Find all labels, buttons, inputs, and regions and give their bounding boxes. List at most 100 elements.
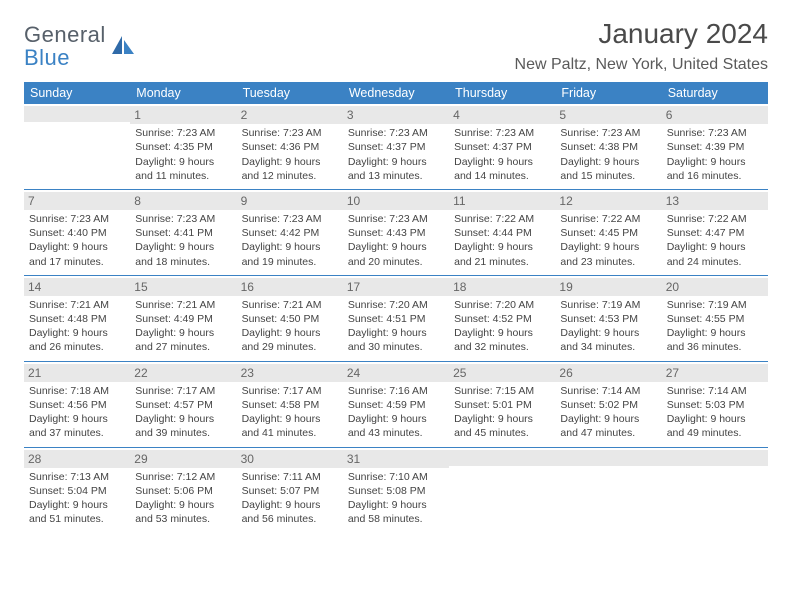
day-detail-line: Sunset: 4:43 PM	[348, 226, 444, 240]
day-detail-line: Sunrise: 7:23 AM	[560, 126, 656, 140]
calendar-day-cell: 3Sunrise: 7:23 AMSunset: 4:37 PMDaylight…	[343, 104, 449, 189]
day-detail-line: Sunset: 4:36 PM	[242, 140, 338, 154]
day-details: Sunrise: 7:13 AMSunset: 5:04 PMDaylight:…	[28, 470, 126, 527]
day-detail-line: Sunset: 4:51 PM	[348, 312, 444, 326]
day-detail-line: Daylight: 9 hours and 53 minutes.	[135, 498, 231, 526]
day-detail-line: Daylight: 9 hours and 16 minutes.	[667, 155, 763, 183]
day-detail-line: Daylight: 9 hours and 43 minutes.	[348, 412, 444, 440]
day-details: Sunrise: 7:17 AMSunset: 4:57 PMDaylight:…	[134, 384, 232, 441]
day-details: Sunrise: 7:23 AMSunset: 4:37 PMDaylight:…	[453, 126, 551, 183]
day-detail-line: Daylight: 9 hours and 37 minutes.	[29, 412, 125, 440]
day-number: 24	[343, 364, 449, 382]
day-details: Sunrise: 7:23 AMSunset: 4:41 PMDaylight:…	[134, 212, 232, 269]
day-detail-line: Sunrise: 7:10 AM	[348, 470, 444, 484]
weekday-header: Tuesday	[237, 82, 343, 104]
day-detail-line: Sunrise: 7:21 AM	[242, 298, 338, 312]
calendar-day-cell: 25Sunrise: 7:15 AMSunset: 5:01 PMDayligh…	[449, 361, 555, 447]
day-number: 15	[130, 278, 236, 296]
calendar-day-cell: 7Sunrise: 7:23 AMSunset: 4:40 PMDaylight…	[24, 189, 130, 275]
day-detail-line: Daylight: 9 hours and 26 minutes.	[29, 326, 125, 354]
day-detail-line: Sunset: 4:49 PM	[135, 312, 231, 326]
day-details: Sunrise: 7:20 AMSunset: 4:51 PMDaylight:…	[347, 298, 445, 355]
day-details: Sunrise: 7:15 AMSunset: 5:01 PMDaylight:…	[453, 384, 551, 441]
day-details: Sunrise: 7:21 AMSunset: 4:50 PMDaylight:…	[241, 298, 339, 355]
day-detail-line: Sunset: 4:41 PM	[135, 226, 231, 240]
day-number: 6	[662, 106, 768, 124]
weekday-header: Friday	[555, 82, 661, 104]
day-detail-line: Sunrise: 7:14 AM	[560, 384, 656, 398]
day-detail-line: Sunset: 4:38 PM	[560, 140, 656, 154]
day-number	[449, 450, 555, 466]
calendar-day-cell: 14Sunrise: 7:21 AMSunset: 4:48 PMDayligh…	[24, 275, 130, 361]
day-detail-line: Daylight: 9 hours and 30 minutes.	[348, 326, 444, 354]
calendar-day-cell: 2Sunrise: 7:23 AMSunset: 4:36 PMDaylight…	[237, 104, 343, 189]
calendar-header: SundayMondayTuesdayWednesdayThursdayFrid…	[24, 82, 768, 104]
day-detail-line: Daylight: 9 hours and 29 minutes.	[242, 326, 338, 354]
day-details: Sunrise: 7:14 AMSunset: 5:03 PMDaylight:…	[666, 384, 764, 441]
day-detail-line: Sunset: 5:01 PM	[454, 398, 550, 412]
day-detail-line: Sunset: 5:06 PM	[135, 484, 231, 498]
day-detail-line: Sunrise: 7:23 AM	[454, 126, 550, 140]
day-detail-line: Daylight: 9 hours and 23 minutes.	[560, 240, 656, 268]
day-number: 16	[237, 278, 343, 296]
calendar-day-cell: 24Sunrise: 7:16 AMSunset: 4:59 PMDayligh…	[343, 361, 449, 447]
day-detail-line: Sunrise: 7:23 AM	[135, 212, 231, 226]
calendar-day-cell: 16 Sunrise: 7:21 AMSunset: 4:50 PMDayligh…	[237, 275, 343, 361]
day-number: 2	[237, 106, 343, 124]
day-number: 7	[24, 192, 130, 210]
day-details: Sunrise: 7:19 AMSunset: 4:53 PMDaylight:…	[559, 298, 657, 355]
calendar-day-cell	[449, 447, 555, 532]
brand-text: General Blue	[24, 22, 106, 68]
title-block: January 2024 New Paltz, New York, United…	[515, 18, 768, 74]
day-number: 22	[130, 364, 236, 382]
day-detail-line: Sunrise: 7:20 AM	[348, 298, 444, 312]
day-detail-line: Sunrise: 7:17 AM	[242, 384, 338, 398]
day-details: Sunrise: 7:22 AMSunset: 4:44 PMDaylight:…	[453, 212, 551, 269]
day-detail-line: Daylight: 9 hours and 58 minutes.	[348, 498, 444, 526]
day-detail-line: Daylight: 9 hours and 41 minutes.	[242, 412, 338, 440]
day-number: 9	[237, 192, 343, 210]
day-detail-line: Sunrise: 7:16 AM	[348, 384, 444, 398]
day-detail-line: Sunrise: 7:23 AM	[667, 126, 763, 140]
calendar-day-cell: 26Sunrise: 7:14 AMSunset: 5:02 PMDayligh…	[555, 361, 661, 447]
day-detail-line: Daylight: 9 hours and 32 minutes.	[454, 326, 550, 354]
day-detail-line: Sunrise: 7:14 AM	[667, 384, 763, 398]
day-detail-line: Sunset: 4:40 PM	[29, 226, 125, 240]
day-number	[555, 450, 661, 466]
calendar-page: General Blue January 2024 New Paltz, New…	[0, 0, 792, 542]
weekday-header: Thursday	[449, 82, 555, 104]
day-details: Sunrise: 7:14 AMSunset: 5:02 PMDaylight:…	[559, 384, 657, 441]
day-detail-line: Sunrise: 7:13 AM	[29, 470, 125, 484]
day-number: 31	[343, 450, 449, 468]
day-details: Sunrise: 7:21 AMSunset: 4:48 PMDaylight:…	[28, 298, 126, 355]
calendar-day-cell: 23Sunrise: 7:17 AMSunset: 4:58 PMDayligh…	[237, 361, 343, 447]
calendar-day-cell: 20Sunrise: 7:19 AMSunset: 4:55 PMDayligh…	[662, 275, 768, 361]
day-details: Sunrise: 7:12 AMSunset: 5:06 PMDaylight:…	[134, 470, 232, 527]
day-detail-line: Sunrise: 7:12 AM	[135, 470, 231, 484]
day-number	[662, 450, 768, 466]
day-detail-line: Sunrise: 7:23 AM	[348, 126, 444, 140]
day-detail-line: Daylight: 9 hours and 17 minutes.	[29, 240, 125, 268]
day-detail-line: Daylight: 9 hours and 14 minutes.	[454, 155, 550, 183]
day-detail-line: Sunset: 4:37 PM	[454, 140, 550, 154]
calendar-day-cell: 5Sunrise: 7:23 AMSunset: 4:38 PMDaylight…	[555, 104, 661, 189]
brand-name-bottom: Blue	[24, 48, 106, 68]
day-detail-line: Daylight: 9 hours and 36 minutes.	[667, 326, 763, 354]
calendar-day-cell: 8Sunrise: 7:23 AMSunset: 4:41 PMDaylight…	[130, 189, 236, 275]
brand-name-top: General	[24, 22, 106, 47]
day-detail-line: Daylight: 9 hours and 12 minutes.	[242, 155, 338, 183]
day-number: 27	[662, 364, 768, 382]
day-detail-line: Daylight: 9 hours and 45 minutes.	[454, 412, 550, 440]
day-detail-line: Daylight: 9 hours and 21 minutes.	[454, 240, 550, 268]
day-detail-line: Sunrise: 7:22 AM	[454, 212, 550, 226]
day-details: Sunrise: 7:17 AMSunset: 4:58 PMDaylight:…	[241, 384, 339, 441]
day-detail-line: Sunset: 5:03 PM	[667, 398, 763, 412]
day-details: Sunrise: 7:23 AMSunset: 4:37 PMDaylight:…	[347, 126, 445, 183]
day-detail-line: Daylight: 9 hours and 18 minutes.	[135, 240, 231, 268]
calendar-day-cell: 27 Sunrise: 7:14 AMSunset: 5:03 PMDayligh…	[662, 361, 768, 447]
day-detail-line: Sunrise: 7:21 AM	[135, 298, 231, 312]
day-detail-line: Sunset: 4:45 PM	[560, 226, 656, 240]
calendar-day-cell: 22 Sunrise: 7:17 AMSunset: 4:57 PMDayligh…	[130, 361, 236, 447]
day-details: Sunrise: 7:23 AMSunset: 4:38 PMDaylight:…	[559, 126, 657, 183]
day-number: 17	[343, 278, 449, 296]
